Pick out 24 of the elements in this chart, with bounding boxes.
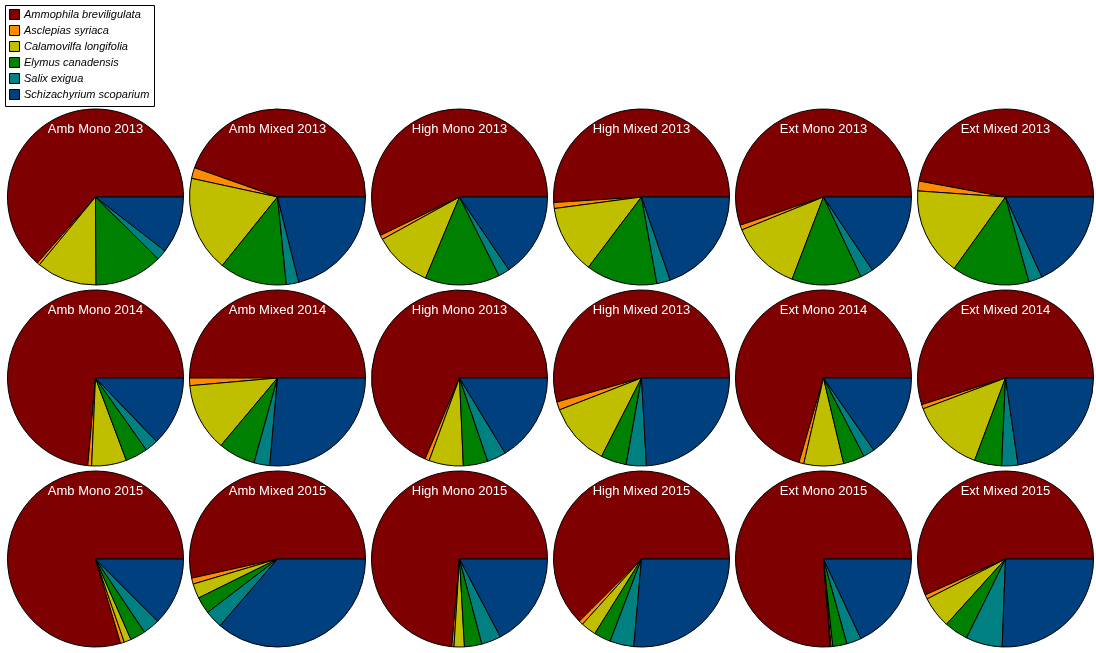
legend-label: Ammophila breviligulata xyxy=(23,7,141,20)
legend-label: Calamovilfa longifolia xyxy=(24,39,128,52)
text: High Mixed 2015 xyxy=(592,483,691,498)
text: Amb Mono 2013 xyxy=(47,121,144,136)
text: Ext Mixed 2015 xyxy=(960,483,1051,498)
text: High Mono 2013 xyxy=(411,302,508,317)
legend-label: Schizachyrium scoparium xyxy=(24,87,150,100)
text: High Mixed 2013 xyxy=(592,121,691,136)
text: Amb Mixed 2015 xyxy=(228,483,327,498)
text: Ext Mixed 2014 xyxy=(960,302,1051,317)
text: Amb Mixed 2014 xyxy=(228,302,327,317)
legend-label: Elymus canadensis xyxy=(24,55,120,68)
legend-label: Asclepias syriaca xyxy=(23,23,109,36)
text: High Mono 2015 xyxy=(411,483,508,498)
text: High Mixed 2013 xyxy=(592,302,691,317)
text: Amb Mono 2014 xyxy=(47,302,144,317)
text: Amb Mixed 2013 xyxy=(228,121,327,136)
text: High Mono 2013 xyxy=(411,121,508,136)
text: Ext Mono 2013 xyxy=(779,121,868,136)
legend-label: Salix exigua xyxy=(24,71,84,84)
text: Ext Mono 2015 xyxy=(779,483,868,498)
text: Amb Mono 2015 xyxy=(47,483,144,498)
text: Ext Mixed 2013 xyxy=(960,121,1051,136)
text: Ext Mono 2014 xyxy=(779,302,868,317)
